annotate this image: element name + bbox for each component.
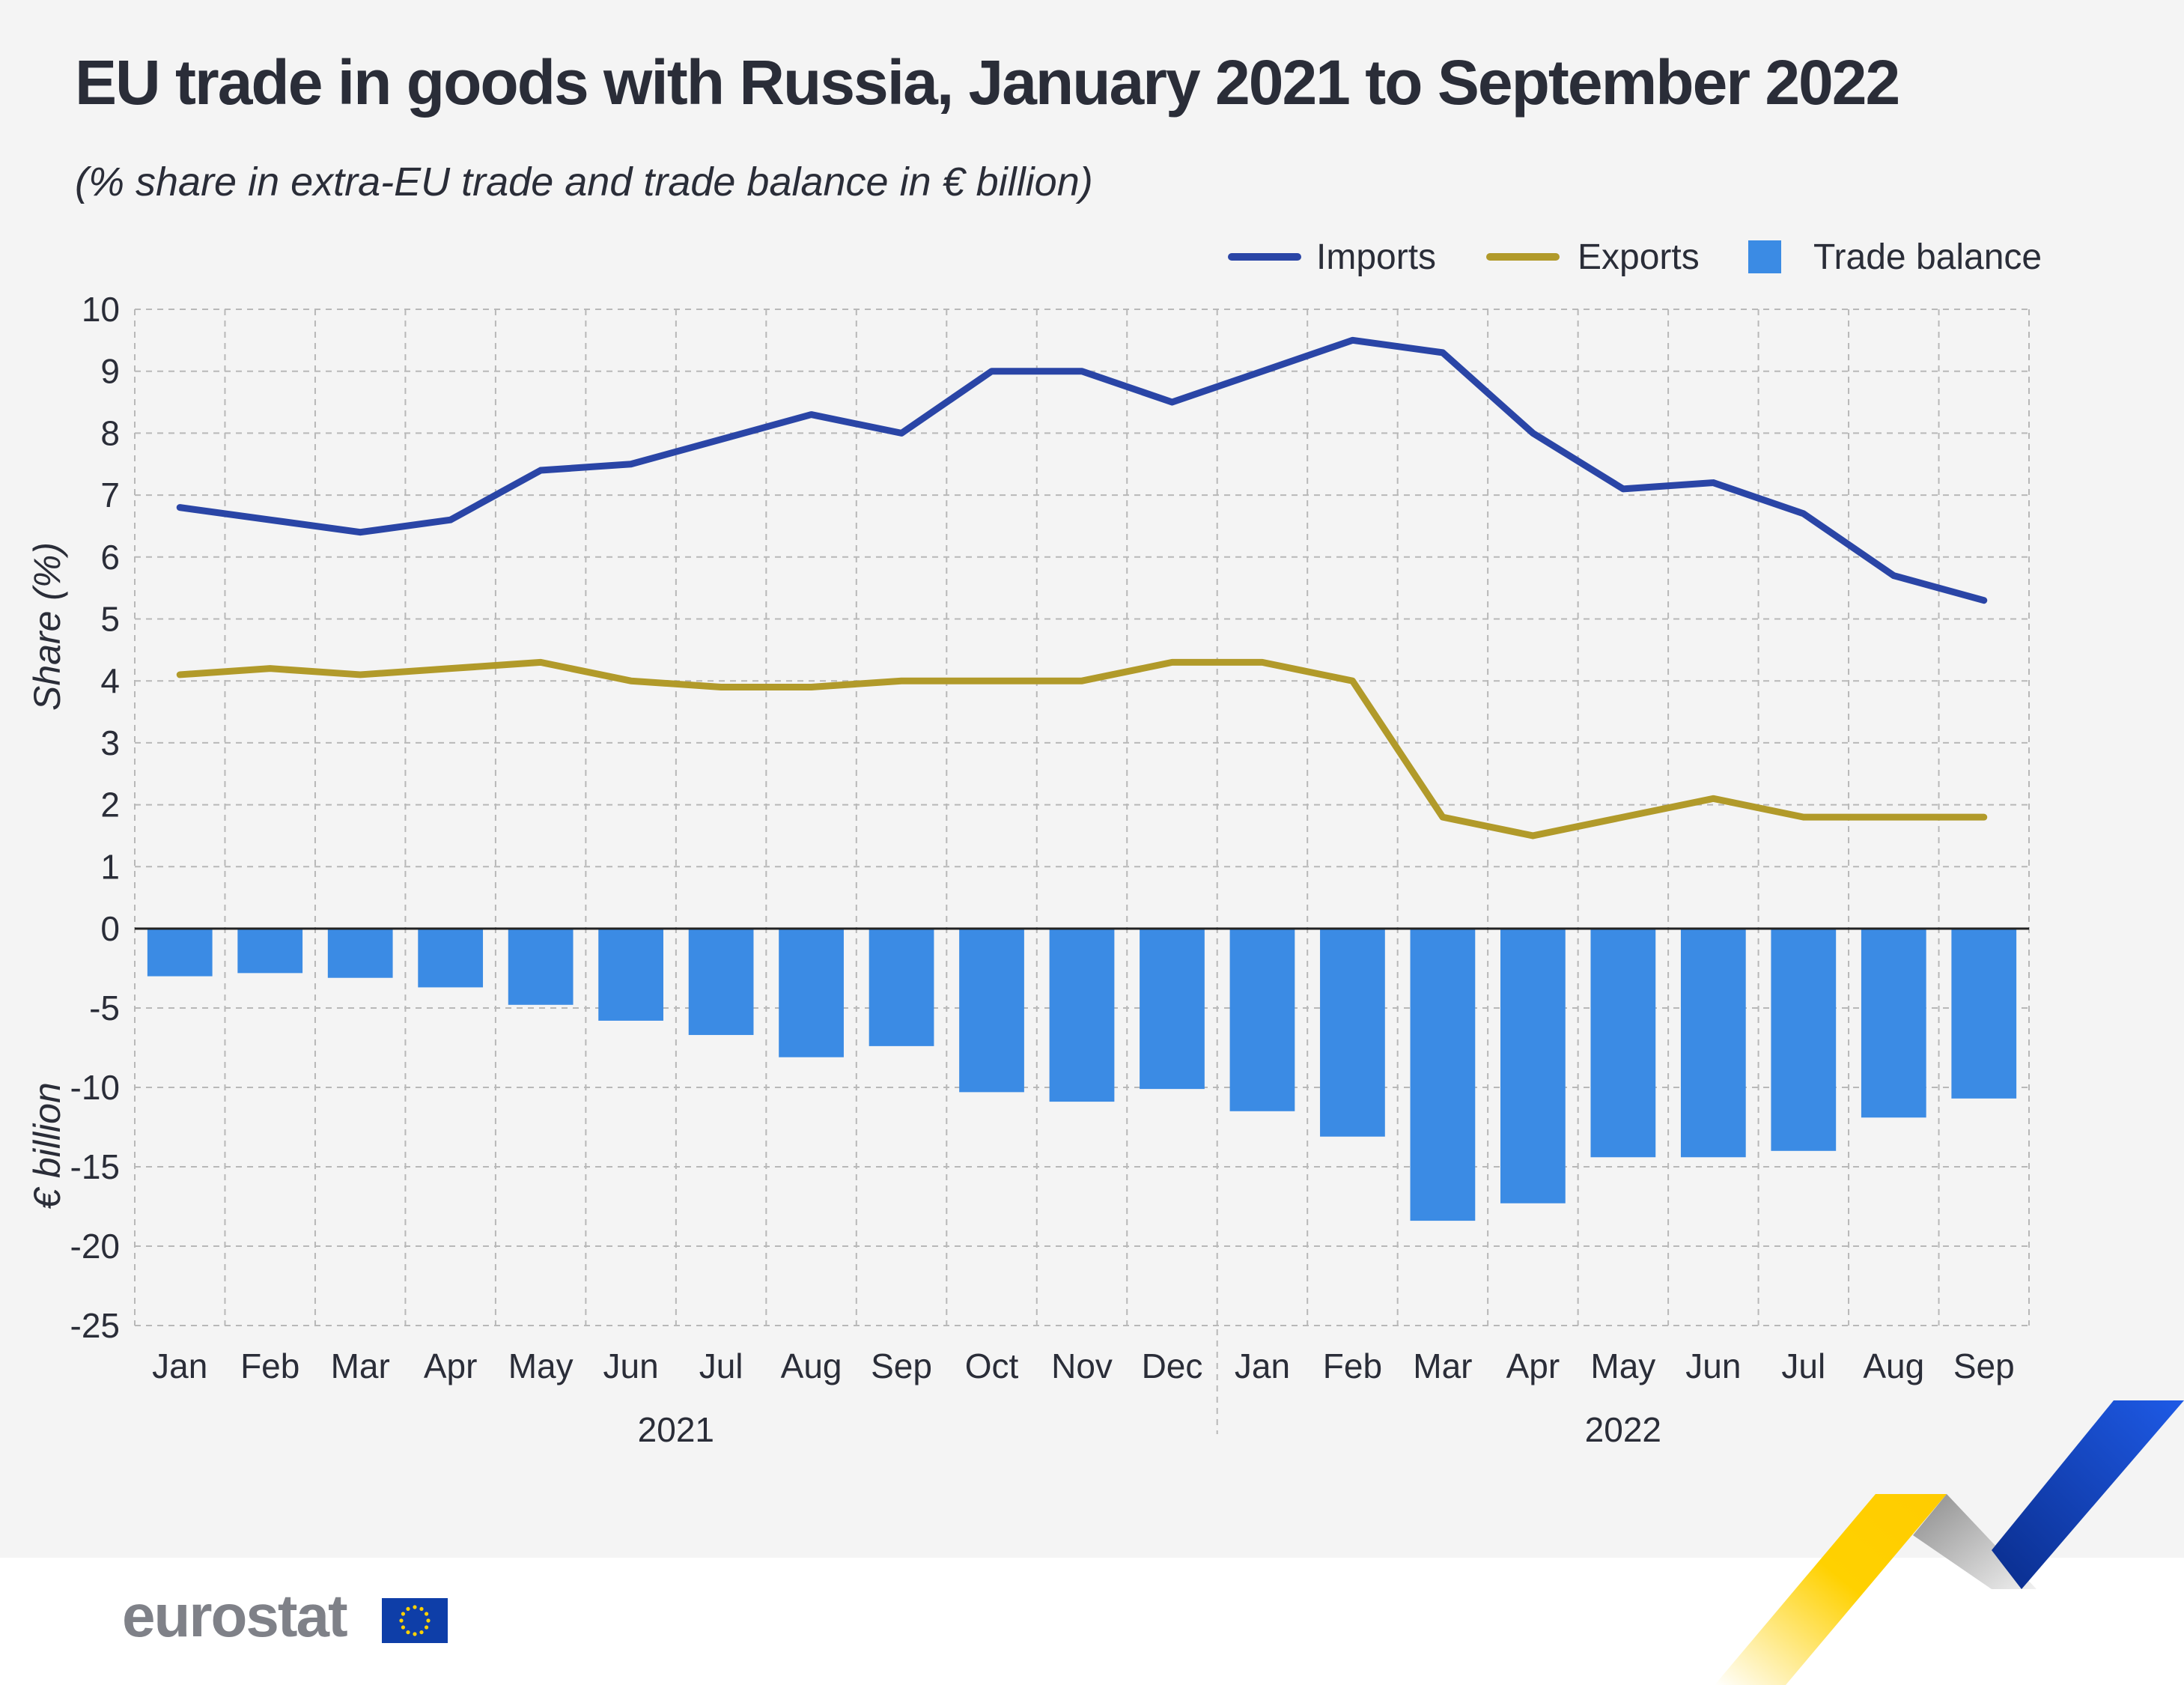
x-tick-label: May xyxy=(1590,1347,1655,1385)
trade-balance-bar xyxy=(1049,929,1115,1102)
x-tick-label: Feb xyxy=(1323,1347,1382,1385)
y-tick-label-share: 4 xyxy=(100,661,120,700)
x-tick-label: Aug xyxy=(781,1347,842,1385)
trade-balance-bar xyxy=(779,929,844,1057)
trade-balance-bar xyxy=(1680,929,1746,1158)
trade-balance-bar xyxy=(869,929,934,1046)
trade-balance-bar xyxy=(959,929,1024,1093)
x-tick-label: Apr xyxy=(424,1347,478,1385)
year-label: 2021 xyxy=(638,1410,714,1449)
exports-line xyxy=(176,658,1988,840)
trade-balance-bar xyxy=(1861,929,1926,1118)
chart-subtitle: (% share in extra-EU trade and trade bal… xyxy=(75,160,1093,204)
trade-balance-bar xyxy=(147,929,213,977)
x-tick-label: Jun xyxy=(603,1347,659,1385)
imports-line xyxy=(176,336,1988,604)
chart-title: EU trade in goods with Russia, January 2… xyxy=(75,47,1900,118)
x-tick-label: Feb xyxy=(240,1347,299,1385)
trade-balance-bar xyxy=(1951,929,2017,1099)
x-tick-label: Apr xyxy=(1506,1347,1560,1385)
trade-balance-bar xyxy=(237,929,303,974)
x-tick-label: Nov xyxy=(1051,1347,1113,1385)
legend-label: Imports xyxy=(1316,237,1436,277)
y-tick-label-share: 3 xyxy=(100,723,120,762)
x-tick-label: Jan xyxy=(152,1347,207,1385)
x-tick-label: Aug xyxy=(1863,1347,1924,1385)
y-tick-label-share: 1 xyxy=(100,847,120,886)
x-tick-label: Dec xyxy=(1142,1347,1203,1385)
y-tick-label-billion: -15 xyxy=(70,1147,120,1186)
y-tick-label-share: 9 xyxy=(100,352,120,391)
x-tick-label: Mar xyxy=(1413,1347,1472,1385)
y-tick-label-share: 6 xyxy=(100,538,120,577)
x-tick-label: Jun xyxy=(1685,1347,1741,1385)
legend-label: Trade balance xyxy=(1813,237,2042,277)
trade-balance-bar xyxy=(1500,929,1566,1203)
y-tick-label-billion: -5 xyxy=(89,989,120,1027)
y-axis-label-share: Share (%) xyxy=(26,542,68,711)
y-tick-label-share: 8 xyxy=(100,413,120,452)
trade-balance-bar xyxy=(327,929,393,978)
eu-flag-icon xyxy=(382,1598,448,1643)
trade-balance-bar xyxy=(508,929,574,1005)
x-tick-label: Jan xyxy=(1235,1347,1290,1385)
y-tick-label-share: 7 xyxy=(100,476,120,514)
trade-balance-bar xyxy=(688,929,754,1036)
x-tick-label: Sep xyxy=(871,1347,932,1385)
y-tick-label-billion: -10 xyxy=(70,1068,120,1107)
trade-balance-bar xyxy=(1590,929,1656,1158)
trade-balance-bar xyxy=(1410,929,1476,1221)
y-axis-label-billion: € billion xyxy=(26,1082,68,1209)
x-tick-label: Sep xyxy=(1953,1347,2015,1385)
eurostat-logo: eurostat xyxy=(122,1582,348,1649)
trade-balance-bar xyxy=(1320,929,1385,1137)
x-tick-label: Oct xyxy=(965,1347,1019,1385)
trade-balance-bar xyxy=(598,929,663,1021)
legend-swatch-trade-balance xyxy=(1748,240,1781,273)
y-tick-label-share: 10 xyxy=(82,290,120,329)
y-tick-label-share: 2 xyxy=(100,786,120,825)
year-label: 2022 xyxy=(1585,1410,1661,1449)
trade-balance-bar xyxy=(418,929,484,988)
trade-balance-bar xyxy=(1771,929,1837,1151)
y-tick-label-share: 5 xyxy=(100,600,120,639)
y-tick-label-billion: -20 xyxy=(70,1227,120,1266)
x-tick-label: Mar xyxy=(331,1347,390,1385)
legend-label: Exports xyxy=(1578,237,1700,277)
x-tick-label: Jul xyxy=(1781,1347,1825,1385)
trade-balance-bar xyxy=(1140,929,1205,1090)
y-tick-label-share: 0 xyxy=(100,909,120,948)
x-tick-label: Jul xyxy=(699,1347,743,1385)
x-tick-label: May xyxy=(508,1347,574,1385)
trade-balance-bar xyxy=(1229,929,1295,1111)
y-tick-label-billion: -25 xyxy=(70,1306,120,1345)
